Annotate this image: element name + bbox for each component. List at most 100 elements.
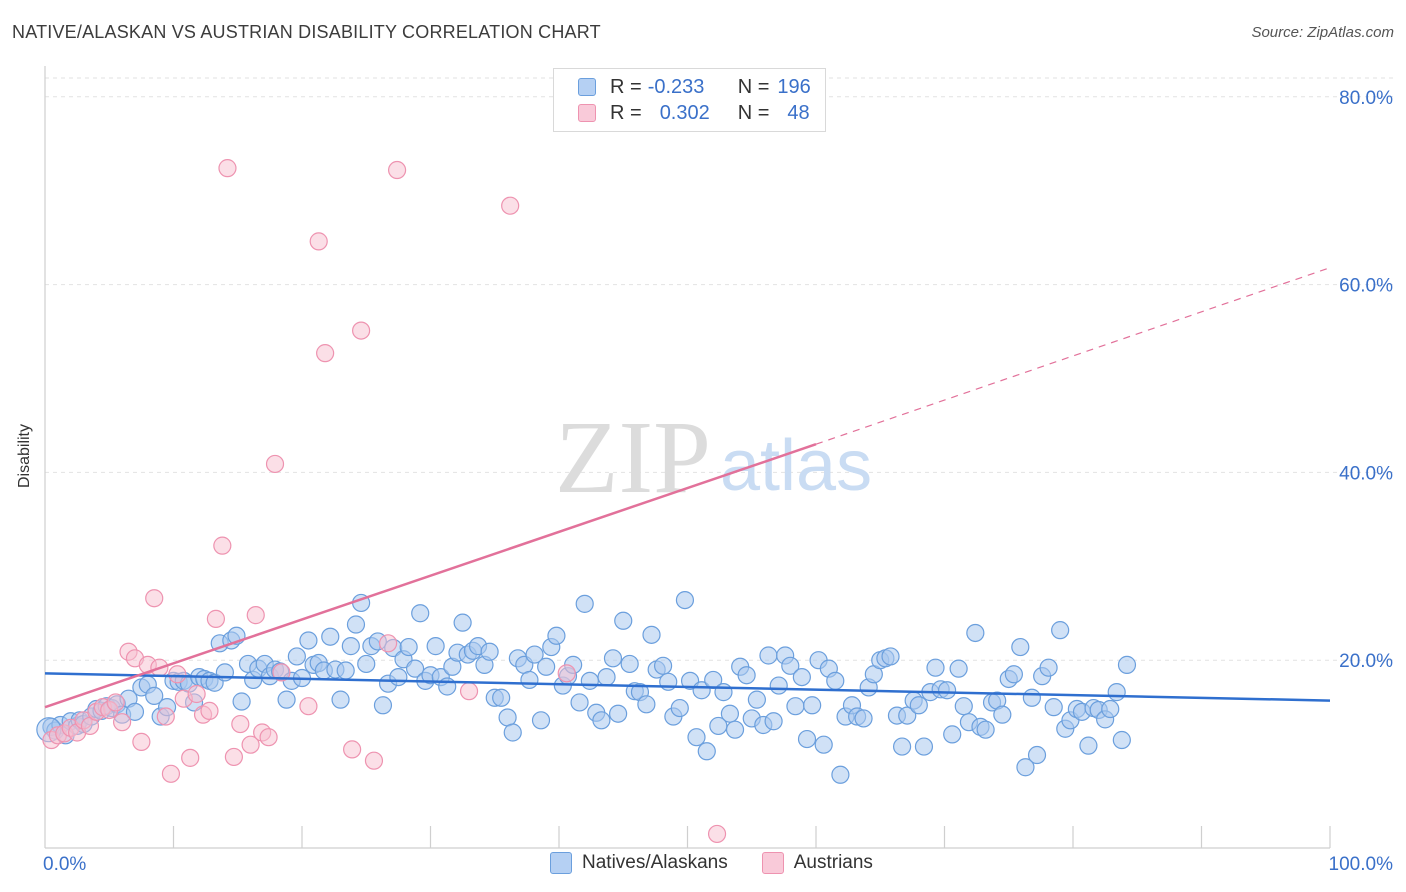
natives-point bbox=[926, 658, 945, 677]
watermark: ZIP atlas bbox=[555, 400, 872, 515]
natives-point bbox=[603, 649, 623, 668]
natives-point bbox=[331, 690, 350, 709]
austrians-point bbox=[364, 751, 384, 770]
natives-point bbox=[1027, 745, 1047, 765]
natives-point bbox=[725, 720, 745, 739]
grid-lines bbox=[45, 77, 1395, 661]
austrians-point bbox=[213, 536, 232, 555]
austrians-trend-extension bbox=[815, 267, 1331, 445]
natives-point bbox=[642, 625, 661, 644]
natives-point bbox=[411, 604, 430, 623]
natives-point bbox=[592, 711, 611, 730]
natives-point bbox=[520, 670, 539, 690]
natives-n-value: 196 bbox=[777, 75, 811, 98]
austrians-point bbox=[200, 701, 219, 721]
natives-point bbox=[759, 646, 778, 665]
austrians-trend-line bbox=[44, 443, 817, 709]
natives-point bbox=[966, 623, 985, 643]
natives-point bbox=[609, 704, 628, 723]
series-legend: Natives/Alaskans Austrians bbox=[550, 852, 907, 874]
natives-point bbox=[453, 613, 472, 632]
natives-point bbox=[892, 737, 912, 756]
chart-title: NATIVE/ALASKAN VS AUSTRIAN DISABILITY CO… bbox=[12, 22, 601, 42]
axes bbox=[44, 66, 1331, 849]
natives-point bbox=[909, 696, 928, 715]
austrians-point bbox=[187, 684, 206, 704]
natives-point bbox=[976, 720, 995, 739]
natives-point bbox=[720, 704, 740, 723]
austrians-point bbox=[557, 664, 576, 683]
chart-source: Source: ZipAtlas.com bbox=[1251, 24, 1394, 41]
austrians-point bbox=[459, 682, 479, 701]
y-tick-label: 80.0% bbox=[1339, 88, 1393, 109]
austrians-point bbox=[206, 609, 226, 628]
austrians-n-value: 48 bbox=[787, 101, 810, 124]
natives-point bbox=[949, 659, 968, 678]
natives-point bbox=[764, 712, 783, 731]
austrians-point bbox=[265, 454, 285, 474]
natives-point bbox=[341, 637, 360, 656]
correlation-legend: R = -0.233 N = 196 R = 0.302 N = 48 bbox=[553, 68, 826, 132]
natives-point bbox=[1117, 655, 1137, 674]
austrians-point bbox=[106, 693, 125, 712]
natives-point bbox=[1112, 730, 1131, 750]
y-tick-label: 20.0% bbox=[1339, 651, 1393, 672]
natives-point bbox=[737, 666, 756, 685]
legend-natives-label: Natives/Alaskans bbox=[582, 852, 728, 873]
y-tick-label: 40.0% bbox=[1339, 463, 1393, 484]
natives-point bbox=[125, 702, 145, 721]
natives-point bbox=[405, 659, 425, 678]
natives-point bbox=[1022, 688, 1041, 707]
natives-point bbox=[597, 667, 616, 687]
natives-point bbox=[1044, 698, 1063, 717]
austrians-n-label: N = bbox=[737, 101, 770, 124]
natives-point bbox=[575, 594, 594, 613]
natives-point bbox=[346, 615, 366, 634]
austrians-point bbox=[378, 634, 398, 653]
austrians-points bbox=[42, 159, 727, 844]
natives-point bbox=[1051, 621, 1070, 640]
austrians-point bbox=[156, 707, 175, 726]
natives-point bbox=[670, 698, 689, 718]
legend-natives-swatch bbox=[550, 852, 572, 874]
natives-point bbox=[826, 671, 845, 690]
austrians-point bbox=[707, 824, 727, 844]
natives-point bbox=[1079, 736, 1098, 755]
austrians-point bbox=[272, 663, 291, 682]
austrians-point bbox=[161, 764, 181, 783]
austrians-point bbox=[259, 728, 278, 747]
austrians-swatch bbox=[578, 104, 596, 122]
natives-swatch bbox=[578, 78, 596, 96]
natives-point bbox=[803, 696, 822, 715]
austrians-point bbox=[145, 589, 164, 608]
natives-point bbox=[570, 693, 589, 712]
natives-point bbox=[580, 671, 599, 690]
natives-point bbox=[547, 626, 566, 645]
natives-point bbox=[145, 686, 164, 705]
natives-point bbox=[525, 645, 544, 664]
legend-austrians-swatch bbox=[761, 852, 784, 874]
natives-point bbox=[389, 667, 408, 687]
natives-point bbox=[531, 711, 551, 730]
natives-point bbox=[937, 681, 957, 700]
austrians-point bbox=[352, 321, 371, 340]
natives-point bbox=[299, 631, 318, 650]
y-tick-label: 60.0% bbox=[1339, 276, 1393, 297]
natives-point bbox=[492, 688, 511, 707]
natives-point bbox=[287, 647, 306, 666]
tick-labels: 20.0% 40.0% 60.0% 80.0% 0.0% 100.0% bbox=[43, 88, 1393, 875]
natives-point bbox=[881, 647, 900, 666]
austrians-point bbox=[218, 159, 237, 178]
austrians-point bbox=[241, 735, 260, 754]
natives-n-label: N = bbox=[737, 75, 770, 98]
austrians-point bbox=[299, 697, 318, 716]
trend-lines bbox=[44, 267, 1331, 709]
legend-row-austrians: R = 0.302 N = 48 bbox=[578, 101, 810, 125]
natives-point bbox=[792, 667, 811, 687]
natives-trend-line bbox=[44, 672, 1331, 702]
austrians-point bbox=[343, 740, 362, 759]
natives-point bbox=[786, 697, 805, 716]
natives-point bbox=[714, 683, 733, 702]
natives-point bbox=[769, 676, 788, 695]
